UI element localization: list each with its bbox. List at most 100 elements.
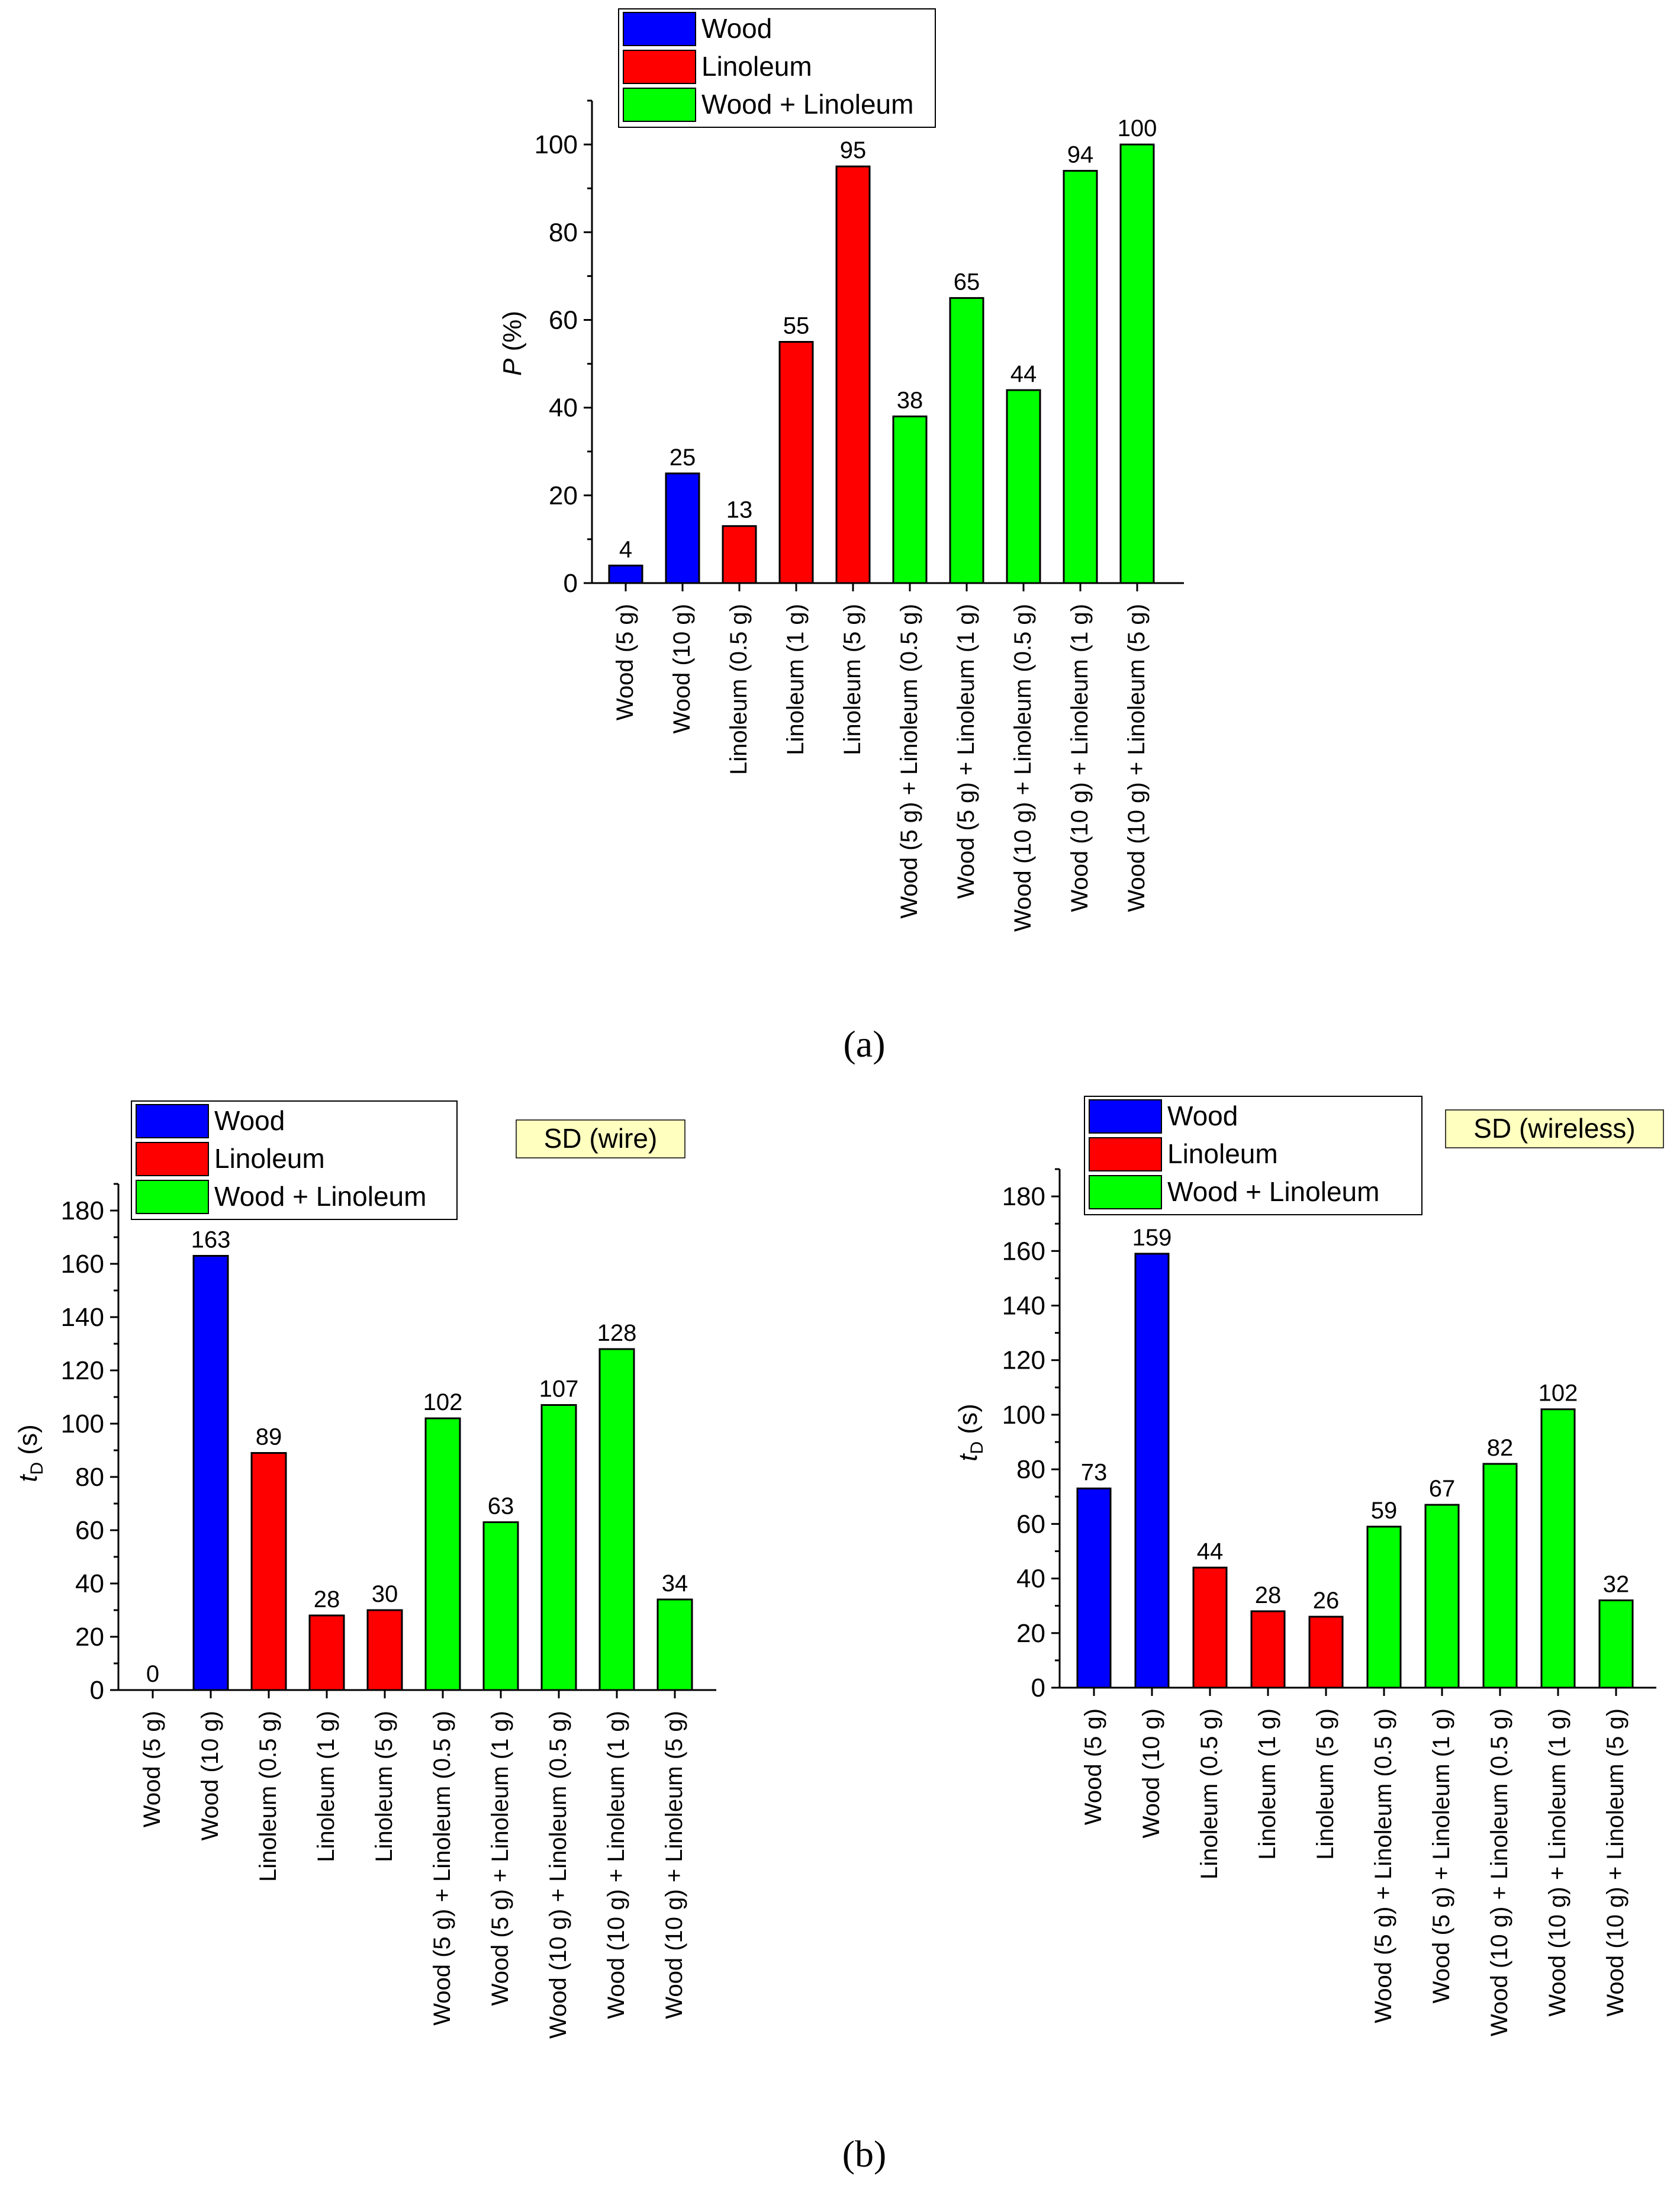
y-tick-label: 0: [564, 569, 578, 598]
x-category-label: Linoleum (5 g): [1312, 1708, 1338, 1860]
panel-label-b: (b): [842, 2133, 887, 2175]
bar-value-label: 38: [897, 387, 923, 413]
y-axis-title: tD (s): [14, 1424, 47, 1482]
y-axis-title: tD (s): [954, 1404, 987, 1461]
x-category-label: Linoleum (1 g): [313, 1711, 339, 1862]
legend-swatch: [136, 1180, 209, 1214]
bar: [608, 564, 643, 584]
bar: [1250, 1610, 1286, 1689]
bar: [482, 1521, 519, 1691]
bar-value-label: 159: [1132, 1225, 1172, 1251]
bar-value-label: 65: [954, 269, 980, 295]
x-category-label: Linoleum (0.5 g): [1196, 1708, 1222, 1879]
y-axis-title-unit: (s): [954, 1404, 983, 1441]
bar-value-label: 44: [1197, 1538, 1224, 1565]
x-category-label: Linoleum (0.5 g): [255, 1711, 281, 1882]
bar: [308, 1614, 345, 1691]
chart-b-wireless: 0 20 40 60 80 100 120 140 160 180 tD (s) 73 Wood (5 …: [954, 1096, 1664, 2036]
x-category-label: Linoleum (0.5 g): [726, 604, 752, 775]
y-tick-label: 20: [1016, 1619, 1045, 1648]
bar-value-label: 34: [662, 1570, 688, 1597]
bar-value-label: 0: [146, 1661, 159, 1687]
y-tick-label: 60: [549, 305, 578, 334]
y-tick-label: 80: [549, 218, 578, 247]
y-tick-label: 180: [1002, 1182, 1045, 1211]
panel-label-a: (a): [843, 1023, 885, 1065]
bar: [722, 525, 757, 584]
x-category-label: Linoleum (1 g): [1254, 1708, 1280, 1860]
x-category-label: Wood (10 g) + Linoleum (0.5 g): [545, 1711, 571, 2039]
y-tick-label: 20: [549, 481, 578, 510]
y-tick-label: 0: [1031, 1673, 1045, 1702]
bar-value-label: 4: [619, 536, 632, 562]
bar: [1134, 1253, 1170, 1689]
legend-label: Wood + Linoleum: [701, 89, 913, 120]
bar: [1598, 1599, 1634, 1689]
bar: [778, 341, 814, 584]
x-category-label: Wood (10 g) + Linoleum (1 g): [1544, 1708, 1570, 2017]
legend-label: Wood: [701, 13, 772, 44]
bar: [540, 1404, 577, 1691]
bar: [424, 1417, 461, 1691]
y-tick-label: 120: [1002, 1346, 1045, 1375]
bar-value-label: 128: [597, 1320, 637, 1346]
bar-value-label: 94: [1067, 142, 1094, 168]
legend-label: Wood + Linoleum: [1167, 1176, 1379, 1207]
bar-value-label: 63: [488, 1494, 514, 1520]
bar-value-label: 89: [256, 1424, 282, 1450]
bar: [1540, 1408, 1576, 1689]
chart-b-wire: 0 20 40 60 80 100 120 140 160 180 tD (s) 0 Wood (5 g…: [14, 1100, 716, 2039]
bar: [366, 1609, 403, 1691]
bar: [1006, 389, 1041, 584]
y-tick-label: 60: [1016, 1509, 1045, 1538]
x-category-label: Wood (10 g): [1138, 1708, 1164, 1838]
bar-value-label: 163: [191, 1227, 231, 1253]
x-category-label: Wood (5 g) + Linoleum (0.5 g): [429, 1711, 455, 2026]
x-category-label: Wood (5 g): [1080, 1708, 1106, 1825]
annotation-box: [1445, 1109, 1664, 1148]
x-category-label: Wood (10 g) + Linoleum (5 g): [1602, 1708, 1628, 2017]
legend-swatch: [1089, 1137, 1162, 1171]
legend-label: Linoleum: [1167, 1138, 1278, 1169]
y-axis-title-symbol: t: [954, 1453, 983, 1462]
legend-swatch: [623, 88, 696, 122]
bar-value-label: 25: [670, 445, 696, 471]
legend: Wood Linoleum Wood + Linoleum: [618, 8, 936, 128]
y-tick-label: 20: [75, 1623, 104, 1652]
legend-swatch: [136, 1142, 209, 1176]
legend-swatch: [623, 50, 696, 84]
legend: Wood Linoleum Wood + Linoleum: [1084, 1096, 1422, 1215]
bar: [192, 1255, 229, 1691]
legend-label: Wood + Linoleum: [214, 1181, 426, 1212]
y-tick-label: 120: [61, 1356, 104, 1385]
x-category-label: Wood (10 g) + Linoleum (5 g): [661, 1711, 687, 2019]
x-category-label: Linoleum (5 g): [839, 604, 865, 755]
x-category-label: Wood (10 g) + Linoleum (5 g): [1124, 604, 1150, 912]
y-tick-label: 40: [1016, 1565, 1045, 1594]
legend-label: Linoleum: [214, 1143, 325, 1174]
bar-value-label: 67: [1429, 1476, 1456, 1502]
legend-swatch: [1089, 1099, 1162, 1134]
bar-value-label: 102: [1539, 1380, 1578, 1406]
y-tick-label: 140: [1002, 1292, 1045, 1321]
y-tick-label: 100: [61, 1409, 104, 1438]
y-axis-title-unit: (%): [498, 311, 527, 359]
annotation-box: [516, 1119, 685, 1158]
legend-label: Wood: [214, 1105, 285, 1136]
bar: [892, 415, 928, 584]
bar-value-label: 26: [1313, 1588, 1340, 1614]
y-axis-title-subscript: D: [967, 1441, 987, 1454]
y-axis-title-symbol: t: [14, 1474, 43, 1482]
y-tick-label: 140: [61, 1303, 104, 1332]
bar-value-label: 28: [1255, 1582, 1282, 1608]
bar: [1366, 1525, 1402, 1689]
bar-value-label: 59: [1371, 1498, 1398, 1524]
bar-value-label: 30: [372, 1581, 398, 1607]
y-axis-title-subscript: D: [27, 1462, 47, 1475]
bar-value-label: 44: [1010, 361, 1037, 387]
y-tick-label: 40: [549, 394, 578, 423]
x-category-label: Wood (5 g): [139, 1711, 165, 1827]
legend-swatch: [1089, 1175, 1162, 1209]
x-category-label: Wood (10 g) + Linoleum (0.5 g): [1486, 1708, 1512, 2036]
y-tick-label: 0: [90, 1676, 104, 1705]
